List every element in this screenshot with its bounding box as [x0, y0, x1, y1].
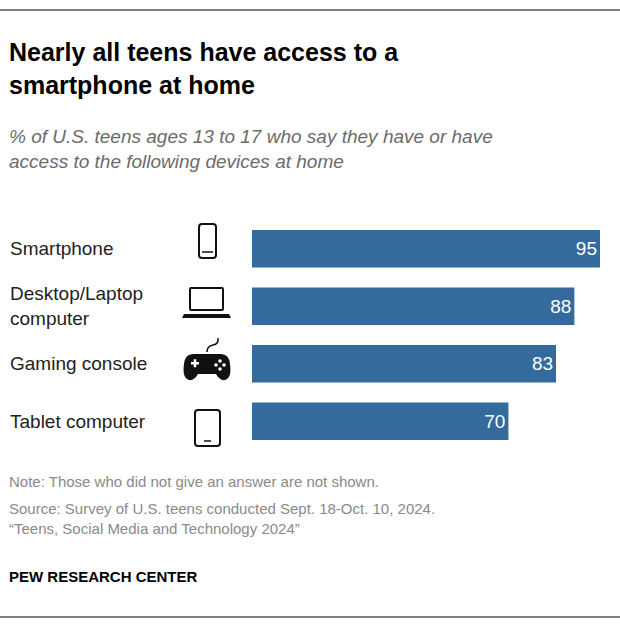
svg-text:83: 83 — [532, 353, 553, 374]
svg-text:95: 95 — [576, 238, 597, 259]
svg-text:Source: Survey of U.S. teens c: Source: Survey of U.S. teens conducted S… — [9, 500, 435, 537]
svg-text:Desktop/Laptopcomputer: Desktop/Laptopcomputer — [10, 283, 143, 329]
svg-text:88: 88 — [550, 296, 571, 317]
svg-text:% of U.S. teens ages 13 to 17: % of U.S. teens ages 13 to 17 who say th… — [9, 126, 493, 172]
svg-text:Smartphone: Smartphone — [10, 238, 114, 259]
svg-text:Note: Those who did not give a: Note: Those who did not give an answer a… — [9, 473, 379, 490]
svg-text:70: 70 — [484, 411, 505, 432]
svg-text:Tablet computer: Tablet computer — [10, 411, 146, 432]
svg-text:Nearly all teens have access t: Nearly all teens have access to asmartph… — [9, 38, 399, 99]
svg-text:Gaming console: Gaming console — [10, 353, 147, 374]
svg-text:PEW RESEARCH CENTER: PEW RESEARCH CENTER — [9, 568, 198, 585]
